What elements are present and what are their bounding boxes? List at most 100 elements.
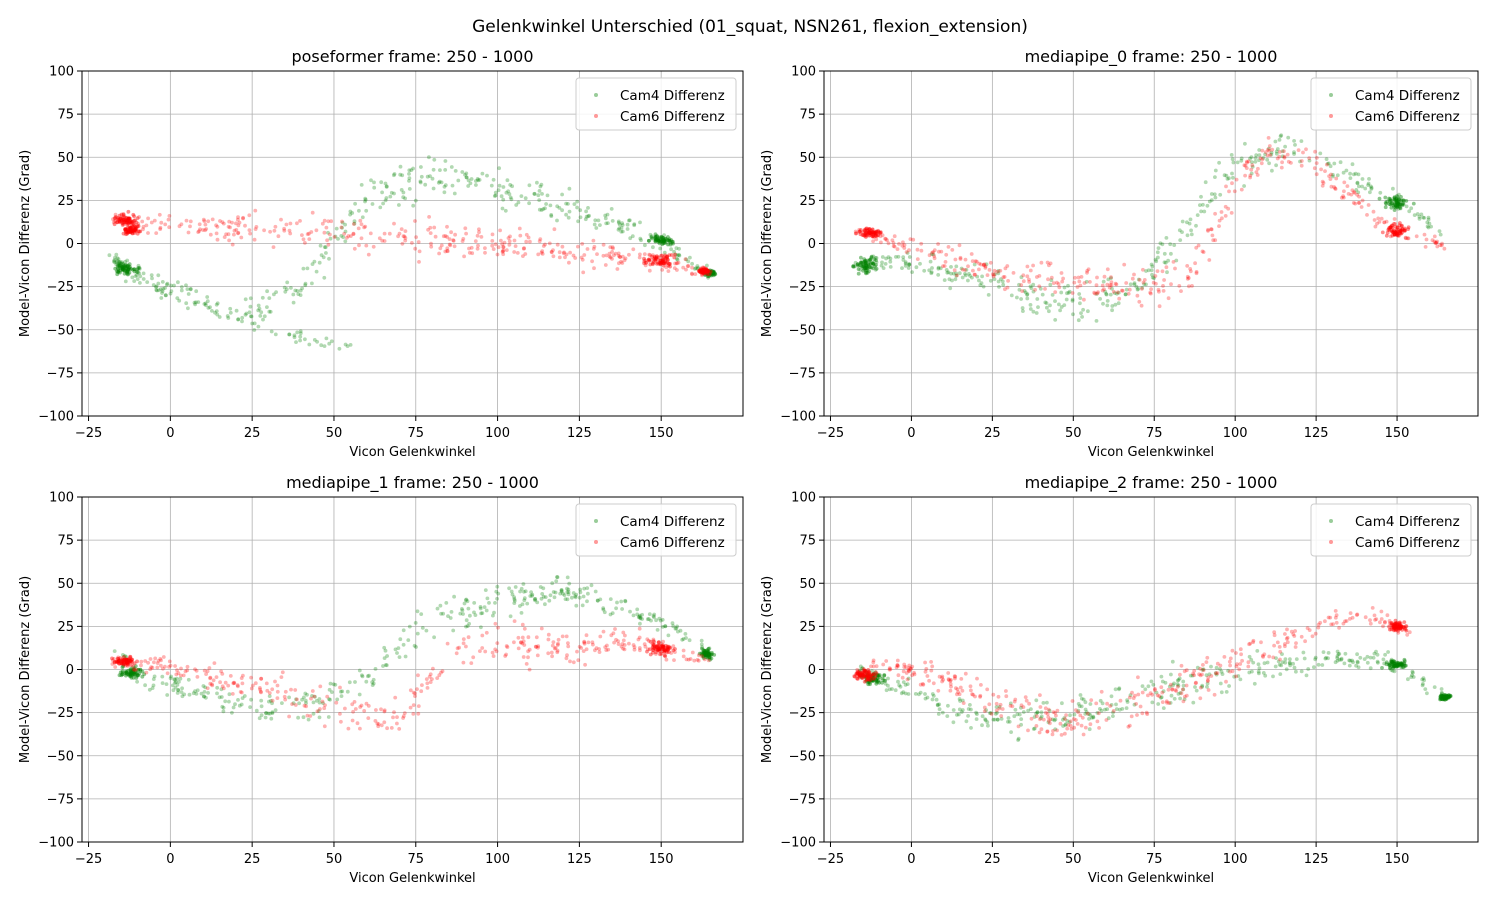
- data-point: [201, 228, 205, 232]
- data-point: [407, 179, 411, 183]
- data-point: [120, 218, 124, 223]
- data-point: [999, 277, 1003, 281]
- data-point: [141, 227, 145, 232]
- data-point: [493, 647, 498, 652]
- data-point: [1187, 284, 1191, 289]
- data-point: [859, 264, 864, 269]
- data-point: [1043, 300, 1048, 305]
- data-point: [215, 312, 220, 317]
- data-point: [567, 581, 572, 586]
- data-point: [705, 269, 710, 274]
- data-point: [1094, 701, 1099, 706]
- scatter-points: [110, 575, 717, 731]
- data-point: [555, 575, 559, 579]
- data-point: [873, 233, 878, 238]
- data-point: [285, 280, 290, 285]
- data-point: [959, 266, 964, 271]
- data-point: [949, 265, 953, 269]
- data-point: [1194, 223, 1198, 228]
- data-point: [282, 694, 287, 699]
- data-point: [346, 234, 351, 238]
- data-point: [565, 575, 570, 580]
- data-point: [643, 263, 648, 268]
- x-tick-label: 125: [1304, 852, 1329, 867]
- data-point: [1395, 194, 1399, 198]
- data-point: [116, 217, 121, 222]
- data-point: [708, 271, 712, 276]
- data-point: [1283, 144, 1287, 149]
- data-point: [871, 672, 875, 677]
- data-point: [660, 236, 665, 241]
- data-point: [1115, 290, 1120, 295]
- data-point: [342, 231, 347, 236]
- data-point: [493, 621, 498, 626]
- data-point: [507, 192, 512, 196]
- data-point: [1283, 632, 1287, 636]
- data-point: [175, 296, 180, 300]
- data-point: [1156, 246, 1161, 251]
- data-point: [1192, 669, 1197, 673]
- data-point: [696, 266, 700, 270]
- data-point: [1206, 229, 1210, 233]
- data-point: [130, 223, 134, 228]
- data-point: [708, 270, 713, 274]
- data-point: [1443, 695, 1448, 699]
- data-point: [1100, 288, 1105, 293]
- data-point: [227, 219, 232, 224]
- data-point: [1037, 730, 1042, 735]
- data-point: [1432, 239, 1437, 244]
- data-point: [1396, 232, 1400, 237]
- data-point: [675, 268, 679, 272]
- data-point: [512, 640, 516, 645]
- data-point: [862, 260, 867, 265]
- data-point: [158, 657, 163, 661]
- data-point: [711, 270, 716, 275]
- data-point: [876, 233, 881, 238]
- data-point: [978, 283, 983, 288]
- data-point: [234, 308, 239, 313]
- data-point: [217, 315, 222, 319]
- data-point: [1397, 197, 1401, 202]
- data-point: [1325, 161, 1330, 166]
- data-point: [550, 581, 555, 586]
- data-point: [231, 705, 236, 710]
- data-point: [859, 228, 863, 232]
- data-point: [862, 266, 867, 270]
- data-point: [372, 185, 377, 190]
- data-point: [1387, 196, 1391, 201]
- data-point: [125, 228, 130, 232]
- data-point: [492, 610, 496, 615]
- data-point: [581, 270, 586, 275]
- data-point: [340, 689, 345, 694]
- data-point: [651, 262, 655, 267]
- data-point: [929, 271, 934, 276]
- data-point: [128, 218, 133, 223]
- data-point: [1156, 287, 1161, 292]
- data-point: [993, 712, 998, 716]
- data-point: [1321, 650, 1326, 654]
- data-point: [1077, 279, 1082, 284]
- data-point: [690, 271, 694, 276]
- data-point: [1437, 229, 1442, 234]
- data-point: [1109, 276, 1113, 280]
- data-point: [1130, 690, 1134, 695]
- data-point: [1266, 147, 1270, 152]
- data-point: [125, 264, 130, 268]
- data-point: [1157, 694, 1162, 699]
- data-point: [1158, 241, 1163, 246]
- data-point: [660, 242, 665, 247]
- data-point: [1109, 283, 1114, 287]
- data-point: [927, 253, 932, 258]
- data-point: [863, 227, 868, 232]
- data-point: [133, 218, 138, 223]
- data-point: [1285, 627, 1289, 632]
- data-point: [438, 168, 442, 173]
- data-point: [423, 182, 428, 187]
- data-point: [122, 220, 127, 225]
- data-point: [669, 238, 674, 243]
- data-point: [590, 259, 594, 264]
- data-point: [1062, 285, 1067, 290]
- data-point: [463, 226, 468, 231]
- data-point: [260, 295, 265, 300]
- data-point: [1313, 655, 1318, 660]
